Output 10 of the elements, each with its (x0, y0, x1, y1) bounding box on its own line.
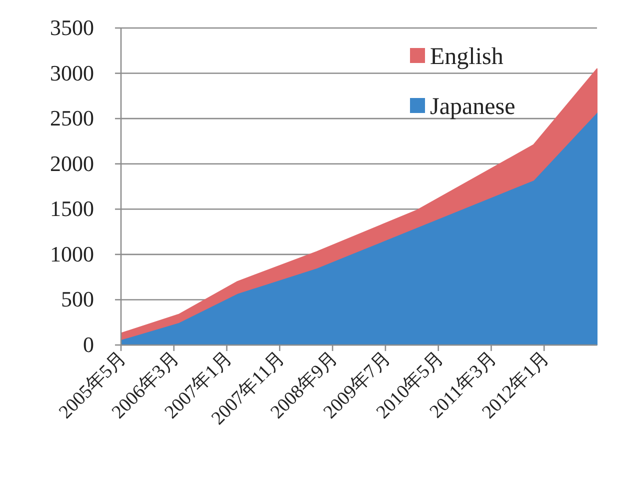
y-tick-label: 500 (61, 286, 94, 312)
y-tick-label: 0 (83, 332, 94, 357)
y-tick-label: 1500 (50, 196, 94, 222)
y-tick-label: 1000 (50, 241, 94, 266)
legend-label: Japanese (430, 94, 516, 120)
y-tick-label: 2500 (50, 106, 94, 131)
y-tick-label: 2000 (50, 150, 94, 176)
y-tick-label: 3500 (50, 15, 94, 40)
legend-label: English (430, 44, 504, 70)
y-tick-label: 3000 (50, 60, 94, 86)
